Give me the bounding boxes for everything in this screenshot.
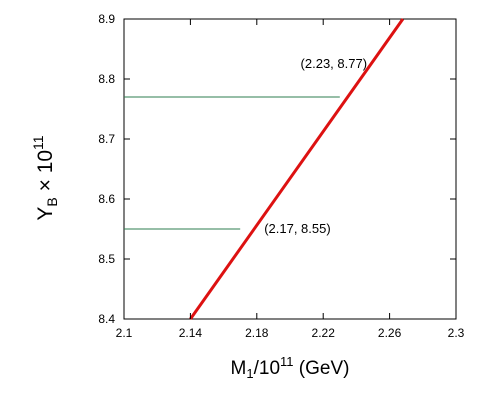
x-axis-title-rest: /10 [254,358,280,379]
x-axis-title-sup: 11 [280,354,294,369]
x-tick-label: 2.14 [179,326,203,340]
y-tick-label: 8.7 [98,132,115,146]
x-axis-title-sub: 1 [246,366,253,381]
y-axis-title-sub: B [44,197,60,206]
data-point-annotation: (2.17, 8.55) [264,221,331,236]
y-axis-title-main: Y [34,207,57,221]
x-tick-label: 2.22 [312,326,336,340]
series-layer [189,18,405,320]
annotations: (2.23, 8.77) (2.17, 8.55) [264,56,367,236]
y-tick-label: 8.8 [98,72,115,86]
y-tick-label: 8.4 [98,312,115,326]
y-tick-labels: 8.4 8.5 8.6 8.7 8.8 8.9 [98,12,115,326]
y-tick-label: 8.9 [98,12,115,26]
y-axis-title-mid: × 10 [34,150,57,197]
x-axis-title: M1/1011 (GeV) [231,354,350,381]
series-line [189,18,405,320]
x-tick-label: 2.3 [448,326,465,340]
plot-frame [123,18,457,320]
reference-lines [124,96,340,230]
x-tick-label: 2.1 [116,326,133,340]
data-point-annotation: (2.23, 8.77) [301,56,368,71]
y-axis-title-sup: 11 [30,135,46,150]
x-tick-label: 2.18 [245,326,269,340]
y-tick-label: 8.5 [98,252,115,266]
y-axis-title: YB × 1011 [30,135,60,220]
tick-marks [123,18,457,320]
y-tick-label: 8.6 [98,192,115,206]
x-tick-labels: 2.1 2.14 2.18 2.22 2.26 2.3 [116,326,465,340]
x-tick-label: 2.26 [378,326,402,340]
x-axis-title-tail: (GeV) [294,358,350,379]
x-axis-title-main: M [231,358,247,379]
